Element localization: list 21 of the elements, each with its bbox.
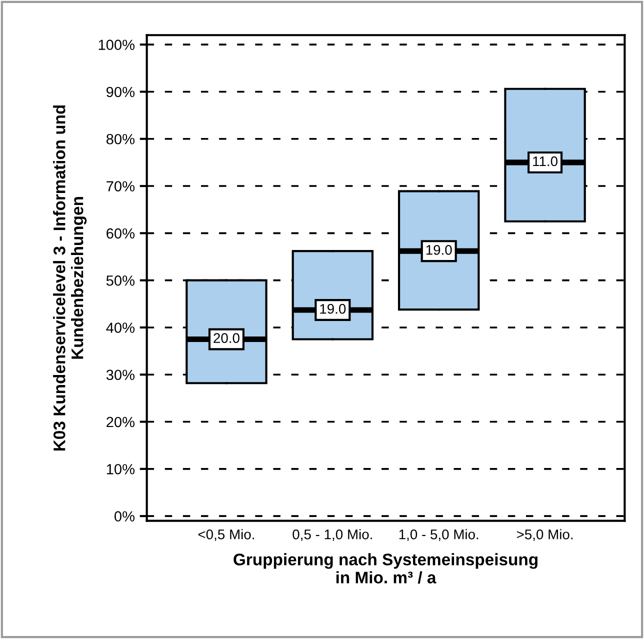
x-axis-title: Gruppierung nach Systemeinspeisung in Mio. m³ / a bbox=[234, 553, 538, 584]
annotation: 11.0 bbox=[533, 156, 558, 166]
y-tick-label: 90% bbox=[106, 86, 135, 98]
x-tick-label: 0,5 - 1,0 Mio. bbox=[292, 529, 372, 541]
annotation: 20.0 bbox=[214, 333, 240, 343]
x-tick-label: >5,0 Mio. bbox=[516, 529, 573, 541]
y-tick-label: 80% bbox=[106, 134, 135, 144]
y-tick-label: 30% bbox=[106, 370, 135, 380]
y-tick-label: 40% bbox=[106, 322, 135, 333]
y-tick-label: 0% bbox=[114, 511, 135, 522]
y-tick-label: 50% bbox=[106, 275, 135, 286]
y-tick-label: 60% bbox=[106, 228, 135, 239]
x-tick-label: <0,5 Mio. bbox=[198, 529, 254, 541]
y-tick-label: 70% bbox=[106, 181, 135, 192]
y-tick-label: 10% bbox=[106, 464, 135, 474]
y-tick-label: 20% bbox=[106, 416, 135, 428]
y-tick-label: 100% bbox=[98, 40, 135, 50]
x-tick-label: 1,0 - 5,0 Mio. bbox=[399, 529, 478, 541]
annotation: 19.0 bbox=[320, 304, 346, 314]
y-axis-title: K03 Kundenservicelevel 3 - Information und Kundenbeziehungen bbox=[53, 105, 87, 450]
annotation: 19.0 bbox=[426, 244, 452, 255]
